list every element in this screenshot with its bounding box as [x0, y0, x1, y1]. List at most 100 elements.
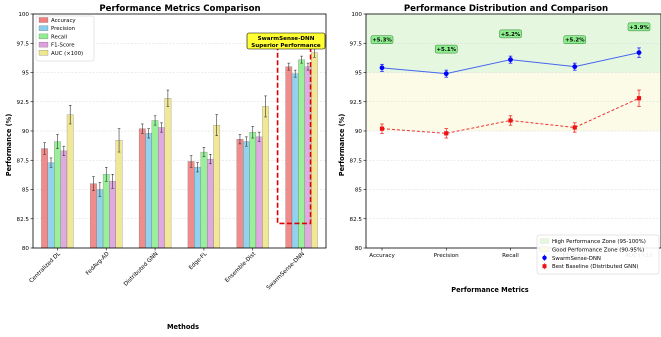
bar-chart-title: Performance Metrics Comparison — [99, 4, 260, 14]
legend-label: Good Performance Zone (90-95%) — [552, 247, 644, 253]
bar — [66, 114, 74, 249]
legend-frame — [536, 234, 660, 275]
line-chart-y-tick-label: 97.5 — [350, 41, 363, 47]
bar-chart-y-tick-label: 85 — [22, 188, 30, 194]
bar-chart-x-ticks: Centralized DL FedAvg-AD Distributed GNN Ed… — [29, 248, 306, 291]
bar — [249, 132, 257, 249]
legend-label: AUC (×100) — [51, 51, 83, 57]
bar-chart-error-bars — [43, 47, 316, 197]
bar-chart-y-tick-label: 80 — [22, 246, 30, 252]
bar-chart-legend: Accuracy Precision Recall F1-Score AUC (×100… — [35, 15, 95, 62]
line-chart-y-tick-label: 87.5 — [350, 158, 363, 164]
improvement-label: +5.1% — [437, 47, 457, 53]
bar — [158, 127, 165, 249]
legend-label: F1-Score — [51, 43, 75, 49]
bar — [194, 167, 201, 249]
legend-swatch — [38, 25, 49, 31]
series-point — [636, 96, 642, 101]
bar-chart-x-tick-label: Ensemble-Dist — [224, 251, 257, 284]
bar — [90, 183, 97, 249]
bar-chart-x-axis-label: Methods — [167, 323, 199, 331]
line-chart-y-tick-label: 92.5 — [350, 100, 363, 106]
improvement-badge — [370, 35, 394, 44]
bar-chart-x-tick-label: Distributed GNN — [123, 251, 159, 287]
series-point — [572, 125, 577, 130]
bar-chart-y-tick-label: 90 — [22, 129, 30, 135]
bar — [285, 66, 293, 249]
bar — [96, 189, 104, 249]
bar — [213, 125, 221, 249]
bar — [102, 174, 110, 249]
bar — [206, 158, 214, 249]
legend-marker — [542, 255, 547, 260]
legend-swatch — [38, 17, 49, 23]
bar-chart-y-tick-label: 95 — [22, 71, 30, 77]
bar-chart-y-ticks: 80 82.5 85 87.5 90 92.5 95 97.5 100 — [17, 12, 33, 252]
annotation-line-2: Superior Performance — [251, 43, 321, 49]
series-point — [636, 50, 642, 56]
bar-chart-x-tick-label: FedAvg-AD — [85, 251, 111, 277]
legend-swatch — [539, 246, 550, 253]
annotation-box — [246, 32, 326, 50]
line-chart-y-ticks: 80 82.5 85 87.5 90 92.5 95 97.5 100 — [350, 12, 366, 252]
improvement-label: +5.3% — [372, 38, 392, 44]
improvement-badge — [435, 44, 458, 54]
bar-chart-y-axis-label: Performance (%) — [5, 114, 13, 177]
line-chart-plot-frame — [365, 13, 661, 249]
line-chart-y-tick-label: 85 — [355, 188, 363, 194]
legend-label: Precision — [51, 26, 75, 32]
bar — [187, 161, 195, 249]
bar-chart-y-tick-label: 100 — [18, 12, 29, 18]
series-point — [572, 64, 578, 70]
bar-chart-x-tick-label: Centralized DL — [29, 251, 63, 285]
improvement-label: +5.2% — [501, 32, 521, 38]
bar — [298, 59, 305, 249]
bar — [236, 139, 244, 249]
swarmsense-annotation: SwarmSense-DNN Superior Performance — [246, 32, 326, 50]
bar — [54, 141, 61, 249]
bar-chart-panel: Performance Metrics Comparison Performan… — [5, 4, 327, 331]
bar — [145, 133, 153, 249]
annotation-line-1: SwarmSense-DNN — [258, 36, 315, 42]
legend-label: Best Baseline (Distributed GNN) — [552, 264, 638, 270]
improvement-label: +5.2% — [565, 38, 585, 44]
bar — [243, 141, 250, 249]
bar — [60, 150, 68, 249]
legend-frame — [35, 15, 95, 62]
line-chart-title: Performance Distribution and Comparison — [404, 4, 608, 14]
line-chart-legend: High Performance Zone (95-100%) Good Perf… — [536, 234, 660, 275]
legend-label: High Performance Zone (95-100%) — [552, 239, 646, 245]
bar-chart-y-tick-label: 87.5 — [17, 158, 30, 164]
improvement-badge — [627, 22, 651, 32]
bar — [200, 151, 208, 249]
bar — [164, 98, 172, 249]
bar — [311, 52, 318, 249]
legend-swatch — [38, 33, 49, 40]
bar-chart-x-tick-label: SwarmSense-DNN — [266, 251, 306, 291]
bar-chart-bars — [41, 52, 318, 249]
series-line — [381, 97, 640, 134]
line-chart-panel: Performance Distribution and Comparison … — [338, 4, 661, 294]
line-chart-y-axis-label: Performance (%) — [338, 114, 346, 177]
legend-swatch — [38, 41, 49, 48]
bar — [138, 128, 146, 249]
bar — [41, 148, 48, 249]
line-chart-series — [379, 47, 642, 139]
line-chart-x-tick-label: Recall — [502, 253, 519, 259]
legend-label: Accuracy — [51, 18, 76, 24]
series-point — [379, 65, 385, 71]
line-chart-y-tick-label: 82.5 — [350, 217, 363, 223]
line-chart-y-tick-label: 95 — [355, 71, 363, 77]
line-chart-y-tick-label: 90 — [355, 129, 363, 135]
bar — [109, 181, 116, 249]
bar-chart-plot-frame — [32, 13, 327, 249]
series-point — [379, 126, 385, 131]
line-chart-x-tick-label: Accuracy — [369, 253, 395, 259]
series-point — [444, 131, 449, 136]
bar — [115, 140, 123, 249]
legend-label: SwarmSense-DNN — [552, 256, 601, 262]
series-point — [443, 71, 449, 77]
line-chart-x-axis-label: Performance Metrics — [451, 286, 529, 294]
line-chart-y-tick-label: 80 — [355, 246, 363, 252]
